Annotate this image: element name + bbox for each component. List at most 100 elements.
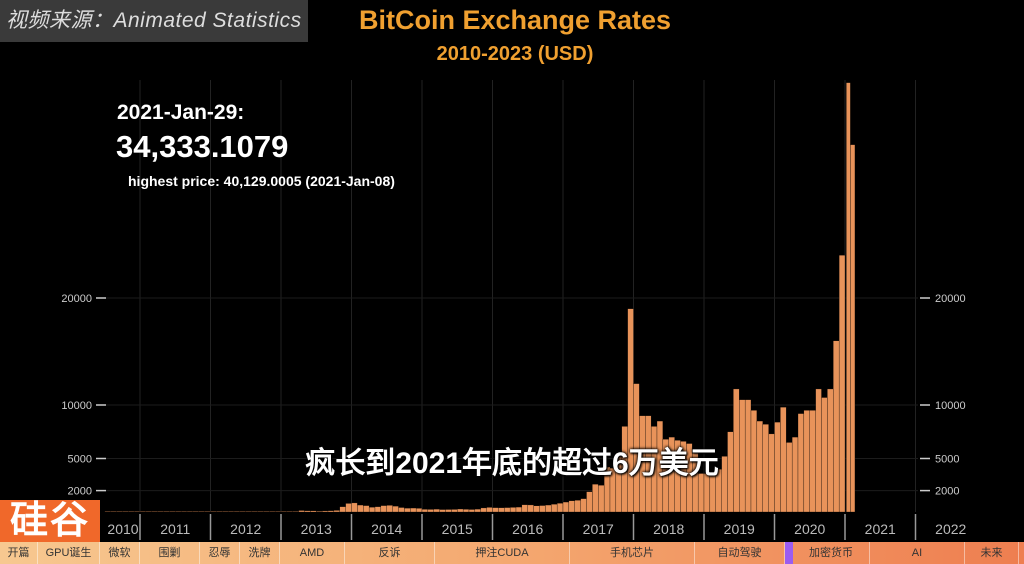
chart-subtitle: 2010-2023 (USD) bbox=[436, 43, 594, 65]
highest-price: highest price: 40,129.0005 (2021-Jan-08) bbox=[128, 173, 395, 189]
bar bbox=[139, 511, 147, 513]
bar bbox=[363, 505, 370, 513]
bar bbox=[562, 501, 570, 513]
bar bbox=[151, 511, 158, 513]
bar bbox=[574, 500, 581, 513]
bar bbox=[586, 491, 593, 513]
bar bbox=[486, 507, 493, 513]
bar bbox=[521, 504, 528, 513]
bar bbox=[345, 503, 352, 513]
bar bbox=[515, 506, 523, 513]
chapter-3[interactable]: 围剿 bbox=[140, 542, 200, 564]
bar bbox=[274, 511, 282, 513]
bar bbox=[357, 504, 364, 513]
y-tick-label: 10000 bbox=[61, 400, 92, 412]
chapter-9[interactable]: 手机芯片 bbox=[570, 542, 695, 564]
bar bbox=[227, 511, 235, 513]
bar bbox=[457, 508, 464, 513]
bar bbox=[339, 506, 346, 513]
y-tick-label-right: 20000 bbox=[935, 293, 966, 305]
x-tick-label: 2014 bbox=[371, 521, 402, 537]
chapter-11[interactable]: 加密货币 bbox=[793, 542, 870, 564]
bar bbox=[286, 511, 293, 513]
y-tick-label: 20000 bbox=[61, 293, 92, 305]
x-tick-label: 2012 bbox=[230, 521, 261, 537]
x-tick-label: 2018 bbox=[653, 521, 684, 537]
bar bbox=[110, 511, 117, 513]
bar bbox=[580, 498, 587, 513]
bar bbox=[762, 424, 769, 513]
bar bbox=[545, 504, 552, 513]
y-tick-label: 2000 bbox=[68, 486, 92, 498]
bar bbox=[116, 511, 123, 513]
chapter-2[interactable]: 微软 bbox=[100, 542, 140, 564]
bar bbox=[163, 511, 170, 513]
bar bbox=[368, 507, 376, 513]
bar bbox=[192, 511, 199, 513]
chapter-6[interactable]: AMD bbox=[280, 542, 345, 564]
bar bbox=[592, 484, 599, 513]
bar bbox=[533, 505, 540, 513]
chapter-4[interactable]: 忍辱 bbox=[200, 542, 240, 564]
bar bbox=[374, 506, 382, 513]
bar bbox=[739, 399, 746, 513]
bar bbox=[539, 505, 546, 513]
bar bbox=[386, 505, 393, 513]
chapter-0[interactable]: 开篇 bbox=[0, 542, 38, 564]
bar bbox=[791, 436, 799, 513]
bar bbox=[786, 442, 793, 513]
bar bbox=[498, 507, 505, 513]
y-tick-label-right: 10000 bbox=[935, 400, 966, 412]
bar bbox=[310, 510, 317, 513]
chapter-13[interactable]: 未来 bbox=[965, 542, 1019, 564]
bar bbox=[304, 510, 311, 513]
chapter-10[interactable]: 自动驾驶 bbox=[695, 542, 785, 564]
bar bbox=[527, 504, 534, 513]
bar bbox=[768, 433, 775, 513]
bar bbox=[815, 388, 822, 513]
bar bbox=[316, 510, 323, 513]
x-tick-label: 2013 bbox=[301, 521, 332, 537]
bar bbox=[222, 511, 229, 513]
bar bbox=[756, 420, 763, 513]
x-tick-label: 2016 bbox=[512, 521, 543, 537]
bar bbox=[833, 340, 840, 513]
bar bbox=[133, 511, 141, 513]
bar bbox=[421, 509, 429, 513]
x-tick-label: 2011 bbox=[160, 521, 190, 537]
bar bbox=[468, 509, 476, 513]
x-tick-label: 2022 bbox=[935, 521, 966, 537]
bar bbox=[797, 413, 805, 513]
bar bbox=[733, 388, 740, 513]
bar bbox=[568, 500, 575, 513]
channel-logo: 硅谷 bbox=[0, 500, 100, 542]
bar bbox=[280, 511, 288, 513]
current-value: 34,333.1079 bbox=[116, 129, 289, 164]
bar bbox=[233, 511, 241, 513]
bar bbox=[410, 507, 417, 513]
bar bbox=[504, 507, 511, 513]
bar bbox=[474, 508, 481, 513]
x-tick-label: 2020 bbox=[794, 521, 825, 537]
bar bbox=[245, 511, 252, 513]
bar bbox=[721, 456, 728, 513]
bar bbox=[204, 511, 211, 513]
x-tick-label: 2015 bbox=[442, 521, 473, 537]
chapter-5[interactable]: 洗牌 bbox=[240, 542, 280, 564]
bar bbox=[727, 431, 734, 513]
chapter-7[interactable]: 反诉 bbox=[345, 542, 435, 564]
y-tick-label-right: 5000 bbox=[935, 454, 959, 466]
chapter-12[interactable]: AI bbox=[870, 542, 965, 564]
bar bbox=[838, 255, 846, 513]
bar bbox=[433, 508, 440, 513]
x-tick-label: 2019 bbox=[724, 521, 755, 537]
y-tick-label-right: 2000 bbox=[935, 486, 959, 498]
bar bbox=[239, 511, 246, 513]
chapter-1[interactable]: GPU诞生 bbox=[38, 542, 100, 564]
x-tick-label: 2021 bbox=[865, 521, 896, 537]
bar bbox=[509, 507, 517, 513]
bar bbox=[292, 511, 299, 513]
bar bbox=[186, 511, 194, 513]
chapter-8[interactable]: 押注CUDA bbox=[435, 542, 570, 564]
